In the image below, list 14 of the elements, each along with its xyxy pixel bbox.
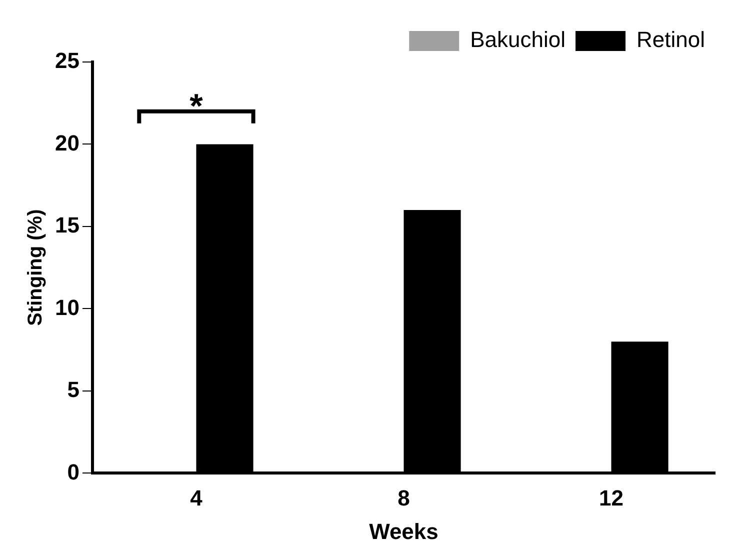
y-axis-title: Stinging (%) bbox=[24, 209, 47, 326]
y-tick-label: 0 bbox=[67, 459, 80, 484]
y-tick-label: 5 bbox=[67, 377, 80, 402]
x-tick-label: 8 bbox=[398, 485, 410, 510]
x-tick-label: 4 bbox=[190, 485, 204, 510]
y-tick-label: 10 bbox=[54, 294, 80, 320]
x-tick-label: 12 bbox=[599, 485, 624, 510]
x-axis-title: Weeks bbox=[369, 518, 438, 544]
y-tick-label: 15 bbox=[54, 212, 80, 238]
annotation: * bbox=[190, 88, 204, 126]
legend-label: Retinol bbox=[636, 27, 706, 52]
legend-label: Bakuchiol bbox=[470, 27, 566, 52]
y-tick-label: 20 bbox=[54, 130, 80, 156]
y-tick-label: 25 bbox=[54, 48, 80, 74]
